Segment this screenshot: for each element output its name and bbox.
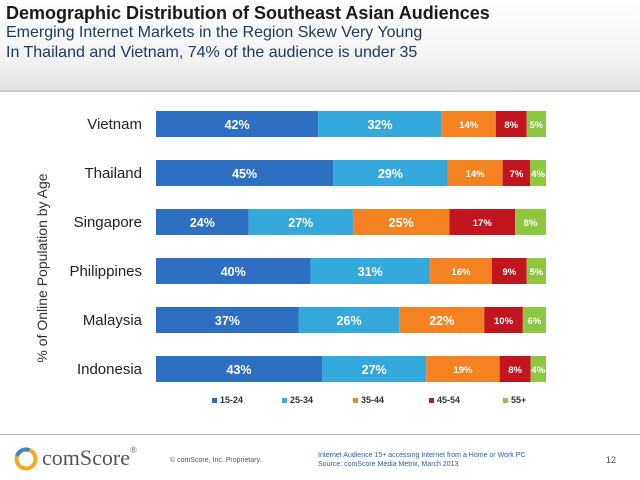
data-label-indonesia-55: 4% bbox=[531, 365, 545, 376]
y-axis-label: % of Online Population by Age bbox=[34, 173, 50, 362]
data-label-thailand-45-54: 7% bbox=[510, 169, 524, 180]
data-label-philippines-15-24: 40% bbox=[221, 265, 246, 279]
data-label-singapore-35-44: 25% bbox=[389, 216, 414, 230]
bar-malaysia-15-24 bbox=[156, 307, 299, 333]
data-label-malaysia-35-44: 22% bbox=[429, 314, 454, 328]
category-label-indonesia: Indonesia bbox=[77, 361, 143, 378]
data-label-malaysia-45-54: 10% bbox=[494, 316, 514, 327]
data-label-vietnam-15-24: 42% bbox=[225, 118, 250, 132]
data-label-singapore-15-24: 24% bbox=[190, 216, 215, 230]
bar-singapore-45-54 bbox=[449, 209, 516, 235]
bar-indonesia-25-34 bbox=[322, 356, 427, 382]
bar-vietnam-55 bbox=[526, 111, 546, 137]
slide-title: Demographic Distribution of Southeast As… bbox=[6, 3, 490, 23]
data-label-thailand-35-44: 14% bbox=[466, 169, 486, 180]
comscore-logo-text: comScore® bbox=[42, 445, 137, 470]
legend-swatch-25-34 bbox=[282, 398, 287, 403]
legend-label-35-44: 35-44 bbox=[361, 395, 384, 405]
slide-header bbox=[0, 0, 640, 90]
data-label-malaysia-15-24: 37% bbox=[215, 314, 240, 328]
source-note-line-1: Internet Audience 15+ accessing Internet… bbox=[318, 452, 526, 459]
category-label-philippines: Philippines bbox=[69, 263, 142, 280]
copyright-text: © comScore, Inc. Proprietary. bbox=[170, 457, 262, 464]
bar-thailand-15-24 bbox=[156, 160, 334, 186]
bar-thailand-55 bbox=[530, 160, 546, 186]
bar-malaysia-45-54 bbox=[484, 307, 523, 333]
legend-label-25-34: 25-34 bbox=[290, 395, 313, 405]
bar-singapore-15-24 bbox=[156, 209, 249, 235]
source-note-line-2: Source: comScore Media Metrix, March 201… bbox=[318, 461, 459, 468]
comscore-logo-icon bbox=[14, 447, 38, 471]
bar-philippines-25-34 bbox=[310, 258, 431, 284]
data-label-philippines-45-54: 9% bbox=[502, 267, 516, 278]
header-divider bbox=[0, 90, 640, 92]
data-label-indonesia-35-44: 19% bbox=[453, 365, 473, 376]
category-label-singapore: Singapore bbox=[74, 214, 142, 231]
data-label-philippines-35-44: 16% bbox=[452, 267, 472, 278]
data-label-singapore-45-54: 17% bbox=[473, 218, 493, 229]
legend-swatch-45-54 bbox=[429, 398, 434, 403]
bar-indonesia-45-54 bbox=[499, 356, 531, 382]
data-label-thailand-15-24: 45% bbox=[232, 167, 257, 181]
footer-divider bbox=[0, 434, 640, 435]
page-number: 12 bbox=[606, 455, 617, 465]
data-label-thailand-55: 4% bbox=[531, 169, 545, 180]
bar-indonesia-55 bbox=[530, 356, 546, 382]
data-label-malaysia-55: 6% bbox=[528, 316, 542, 327]
bar-malaysia-55 bbox=[522, 307, 546, 333]
legend-label-55: 55+ bbox=[511, 395, 526, 405]
bar-indonesia-15-24 bbox=[156, 356, 323, 382]
bar-thailand-45-54 bbox=[502, 160, 531, 186]
legend-swatch-35-44 bbox=[353, 398, 358, 403]
bar-singapore-35-44 bbox=[352, 209, 450, 235]
legend-swatch-55 bbox=[503, 398, 508, 403]
bar-malaysia-25-34 bbox=[298, 307, 400, 333]
data-label-vietnam-35-44: 14% bbox=[459, 120, 479, 131]
bar-philippines-15-24 bbox=[156, 258, 311, 284]
data-label-vietnam-25-34: 32% bbox=[367, 118, 392, 132]
data-label-singapore-55: 8% bbox=[524, 218, 538, 229]
slide-subtitle-line-2: In Thailand and Vietnam, 74% of the audi… bbox=[6, 44, 418, 61]
bar-vietnam-15-24 bbox=[156, 111, 319, 137]
data-label-philippines-25-34: 31% bbox=[358, 265, 383, 279]
bar-philippines-35-44 bbox=[430, 258, 492, 284]
bar-philippines-55 bbox=[526, 258, 546, 284]
bar-singapore-55 bbox=[515, 209, 546, 235]
age-distribution-chart: % of Online Population by Age Vietnam 42% 3… bbox=[34, 111, 546, 405]
data-label-philippines-55: 5% bbox=[529, 267, 543, 278]
data-label-indonesia-25-34: 27% bbox=[362, 363, 387, 377]
bar-philippines-45-54 bbox=[491, 258, 527, 284]
bar-singapore-25-34 bbox=[248, 209, 353, 235]
data-label-singapore-25-34: 27% bbox=[288, 216, 313, 230]
category-label-thailand: Thailand bbox=[84, 165, 142, 182]
category-label-vietnam: Vietnam bbox=[87, 116, 142, 133]
slide-subtitle-line-1: Emerging Internet Markets in the Region … bbox=[6, 24, 423, 41]
data-label-indonesia-15-24: 43% bbox=[227, 363, 252, 377]
legend-label-15-24: 15-24 bbox=[220, 395, 243, 405]
bar-vietnam-45-54 bbox=[495, 111, 527, 137]
data-label-vietnam-45-54: 8% bbox=[504, 120, 518, 131]
data-label-indonesia-45-54: 8% bbox=[508, 365, 522, 376]
bar-malaysia-35-44 bbox=[399, 307, 485, 333]
legend-label-45-54: 45-54 bbox=[437, 395, 460, 405]
bar-vietnam-35-44 bbox=[441, 111, 496, 137]
legend-swatch-15-24 bbox=[212, 398, 217, 403]
bar-vietnam-25-34 bbox=[318, 111, 442, 137]
bar-indonesia-35-44 bbox=[426, 356, 500, 382]
data-label-malaysia-25-34: 26% bbox=[337, 314, 362, 328]
data-label-vietnam-55: 5% bbox=[529, 120, 543, 131]
bar-thailand-25-34 bbox=[333, 160, 448, 186]
data-label-thailand-25-34: 29% bbox=[378, 167, 403, 181]
category-label-malaysia: Malaysia bbox=[83, 312, 143, 329]
bar-thailand-35-44 bbox=[447, 160, 503, 186]
